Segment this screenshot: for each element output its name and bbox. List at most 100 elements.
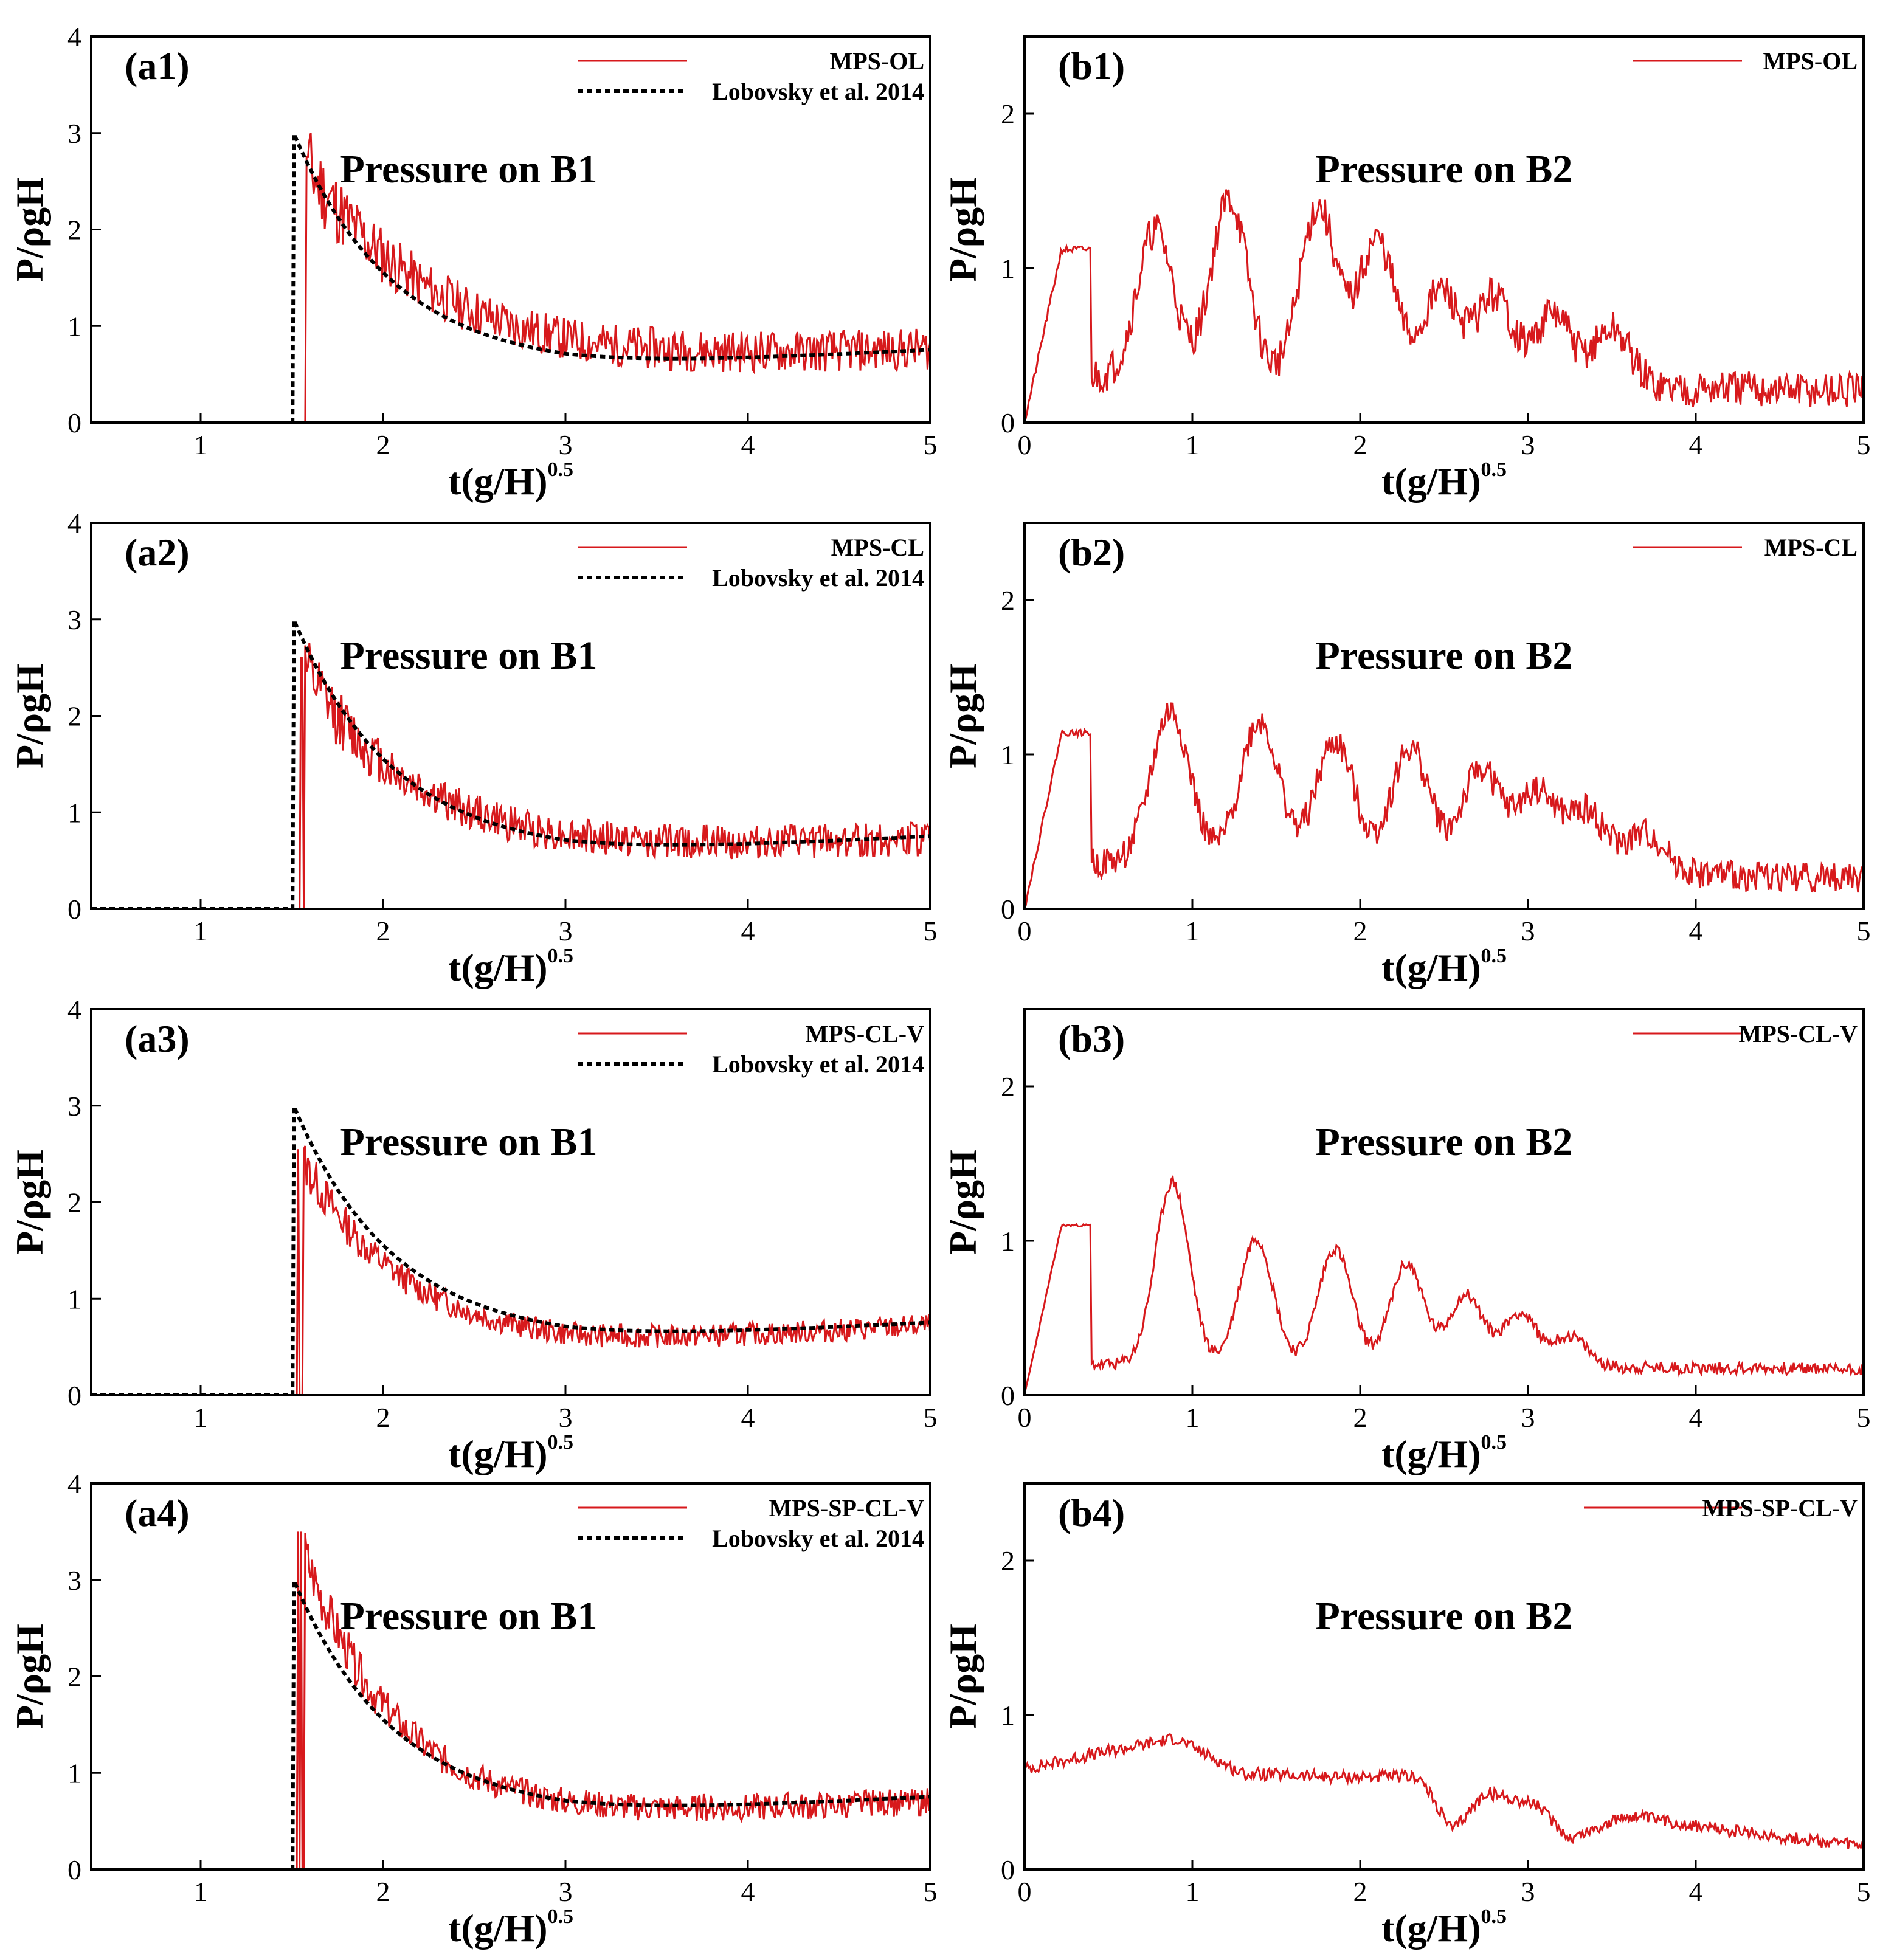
y-axis-label: P/ρgH bbox=[8, 1150, 51, 1255]
y-tick-label: 1 bbox=[1001, 253, 1015, 284]
x-tick-label: 3 bbox=[559, 429, 573, 460]
plot-frame bbox=[1023, 522, 1865, 910]
x-axis-label-main: t(g/H) bbox=[448, 946, 548, 989]
panel-label: (b3) bbox=[1058, 1017, 1125, 1060]
x-tick-label: 1 bbox=[194, 1876, 208, 1907]
x-tick-label: 2 bbox=[376, 916, 390, 947]
panel-label: (b1) bbox=[1058, 44, 1125, 88]
panel-annotation: Pressure on B1 bbox=[340, 147, 598, 192]
x-tick-label: 3 bbox=[559, 916, 573, 947]
legend-label: MPS-SP-CL-V bbox=[769, 1494, 924, 1522]
series-line-simulation bbox=[91, 643, 930, 909]
x-tick-label: 4 bbox=[1689, 916, 1703, 947]
panel-annotation: Pressure on B1 bbox=[340, 1594, 598, 1638]
x-tick-label: 4 bbox=[741, 1402, 755, 1433]
panel-label: (a1) bbox=[125, 44, 190, 88]
x-tick-label: 5 bbox=[1857, 1402, 1871, 1433]
y-axis-label: P/ρgH bbox=[941, 663, 984, 768]
series-line-simulation bbox=[1025, 1733, 1864, 1851]
x-axis-label-exponent: 0.5 bbox=[1481, 458, 1507, 481]
x-axis-label: t(g/H)0.5 bbox=[448, 458, 573, 503]
y-tick-label: 2 bbox=[1001, 1545, 1015, 1576]
panel-label: (a2) bbox=[125, 531, 190, 574]
x-axis-label-exponent: 0.5 bbox=[548, 1431, 574, 1454]
series-line-simulation bbox=[1025, 1174, 1864, 1395]
y-axis-label: P/ρgH bbox=[941, 1150, 984, 1255]
x-tick-label: 0 bbox=[1018, 429, 1032, 460]
chart-panel-b3: 0 1 2 3 4 5 0 1 2 t(g/H)0.5 P/ρgH (b3) Pressure on B… bbox=[941, 1008, 1871, 1475]
y-tick-label: 4 bbox=[67, 994, 81, 1025]
x-axis-label: t(g/H)0.5 bbox=[1381, 945, 1507, 989]
x-tick-label: 1 bbox=[1186, 429, 1200, 460]
y-tick-label: 0 bbox=[1001, 1380, 1015, 1411]
y-tick-label: 0 bbox=[1001, 894, 1015, 925]
series-line-experiment bbox=[91, 133, 930, 423]
y-tick-label: 1 bbox=[67, 797, 81, 828]
series-line-simulation bbox=[91, 133, 930, 423]
series-line-experiment bbox=[91, 1579, 930, 1869]
x-axis-label-exponent: 0.5 bbox=[1481, 1905, 1507, 1928]
x-tick-label: 1 bbox=[194, 1402, 208, 1433]
y-tick-label: 1 bbox=[67, 1758, 81, 1789]
x-tick-label: 1 bbox=[194, 429, 208, 460]
y-axis-label: P/ρgH bbox=[8, 177, 51, 282]
x-tick-label: 5 bbox=[924, 1402, 938, 1433]
legend-label: MPS-OL bbox=[829, 47, 924, 75]
y-axis-label: P/ρgH bbox=[941, 177, 984, 282]
y-tick-label: 0 bbox=[67, 407, 81, 438]
y-tick-label: 0 bbox=[1001, 1854, 1015, 1885]
y-tick-label: 0 bbox=[1001, 407, 1015, 438]
y-tick-label: 0 bbox=[67, 1854, 81, 1885]
y-tick-label: 4 bbox=[67, 21, 81, 52]
x-tick-label: 3 bbox=[559, 1402, 573, 1433]
x-tick-label: 3 bbox=[559, 1876, 573, 1907]
x-tick-label: 4 bbox=[1689, 429, 1703, 460]
legend-label: Lobovsky et al. 2014 bbox=[712, 1525, 924, 1552]
legend-label: MPS-CL bbox=[831, 534, 924, 561]
legend-label: MPS-SP-CL-V bbox=[1702, 1494, 1858, 1522]
x-tick-label: 1 bbox=[1186, 1876, 1200, 1907]
series-line-simulation bbox=[1025, 189, 1864, 423]
x-axis-label-main: t(g/H) bbox=[448, 1907, 548, 1950]
x-tick-label: 2 bbox=[376, 1876, 390, 1907]
y-axis-label: P/ρgH bbox=[8, 1624, 51, 1729]
y-axis-label: P/ρgH bbox=[941, 1624, 984, 1729]
y-tick-label: 2 bbox=[1001, 98, 1015, 129]
y-tick-label: 3 bbox=[67, 1565, 81, 1596]
x-tick-label: 2 bbox=[1353, 1402, 1367, 1433]
series-line-simulation bbox=[91, 1145, 930, 1395]
x-axis-label: t(g/H)0.5 bbox=[1381, 1905, 1507, 1950]
x-axis-label-exponent: 0.5 bbox=[1481, 1431, 1507, 1454]
series-line-simulation bbox=[1025, 702, 1864, 909]
x-axis-label: t(g/H)0.5 bbox=[448, 1431, 573, 1475]
y-tick-label: 2 bbox=[1001, 1071, 1015, 1102]
x-tick-label: 1 bbox=[194, 916, 208, 947]
y-tick-label: 1 bbox=[1001, 1226, 1015, 1257]
x-tick-label: 3 bbox=[1521, 916, 1535, 947]
panel-annotation: Pressure on B1 bbox=[340, 633, 598, 678]
panel-label: (a3) bbox=[125, 1017, 190, 1060]
x-tick-label: 2 bbox=[376, 1402, 390, 1433]
series-line-simulation bbox=[91, 1531, 930, 1869]
x-axis-label: t(g/H)0.5 bbox=[1381, 1431, 1507, 1475]
x-tick-label: 1 bbox=[1186, 916, 1200, 947]
y-tick-label: 0 bbox=[67, 1380, 81, 1411]
y-tick-label: 3 bbox=[67, 118, 81, 149]
x-tick-label: 0 bbox=[1018, 1876, 1032, 1907]
legend-label: MPS-CL-V bbox=[1738, 1020, 1858, 1047]
panel-annotation: Pressure on B2 bbox=[1316, 147, 1573, 192]
x-tick-label: 2 bbox=[1353, 429, 1367, 460]
chart-panel-a4: 1 2 3 4 5 0 1 2 3 4 t(g/H)0.5 P/ρgH (a4) Pressure on … bbox=[8, 1468, 938, 1950]
y-axis-label: P/ρgH bbox=[8, 663, 51, 768]
chart-panel-b4: 0 1 2 3 4 5 0 1 2 t(g/H)0.5 P/ρgH (b4) Pressure on B… bbox=[941, 1482, 1871, 1950]
y-tick-label: 1 bbox=[67, 311, 81, 342]
x-tick-label: 4 bbox=[741, 1876, 755, 1907]
x-tick-label: 4 bbox=[741, 916, 755, 947]
x-axis-label: t(g/H)0.5 bbox=[1381, 458, 1507, 503]
x-tick-label: 5 bbox=[924, 1876, 938, 1907]
plot-frame bbox=[1023, 1008, 1865, 1396]
x-tick-label: 3 bbox=[1521, 429, 1535, 460]
y-tick-label: 2 bbox=[67, 1662, 81, 1693]
x-tick-label: 2 bbox=[1353, 1876, 1367, 1907]
